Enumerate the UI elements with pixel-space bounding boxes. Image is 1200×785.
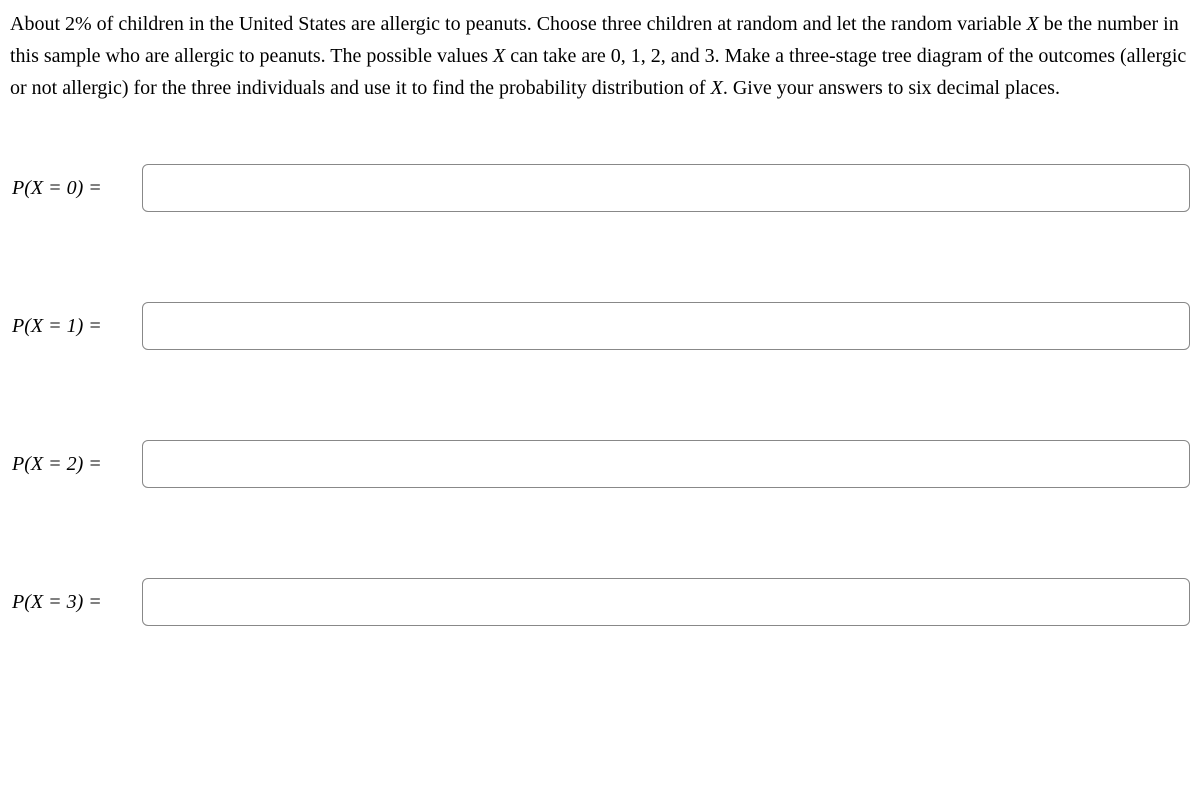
answer-row-2: P(X = 2) =: [12, 440, 1190, 488]
variable-x-2: X: [493, 45, 505, 67]
problem-text-1: About 2% of children in the United State…: [10, 13, 1027, 35]
answer-label-p0: P(X = 0) =: [12, 172, 117, 204]
answer-row-1: P(X = 1) =: [12, 302, 1190, 350]
answer-label-p1: P(X = 1) =: [12, 310, 117, 342]
answer-input-p2[interactable]: [142, 440, 1190, 488]
answers-section: P(X = 0) = P(X = 1) = P(X = 2) = P(X = 3…: [10, 164, 1190, 626]
answer-row-3: P(X = 3) =: [12, 578, 1190, 626]
variable-x-1: X: [1027, 13, 1039, 35]
answer-input-p0[interactable]: [142, 164, 1190, 212]
answer-label-p2: P(X = 2) =: [12, 448, 117, 480]
variable-x-3: X: [711, 77, 723, 99]
answer-row-0: P(X = 0) =: [12, 164, 1190, 212]
answer-input-p1[interactable]: [142, 302, 1190, 350]
answer-input-p3[interactable]: [142, 578, 1190, 626]
answer-label-p3: P(X = 3) =: [12, 586, 117, 618]
problem-text-4: . Give your answers to six decimal place…: [723, 77, 1060, 99]
problem-statement: About 2% of children in the United State…: [10, 8, 1190, 104]
